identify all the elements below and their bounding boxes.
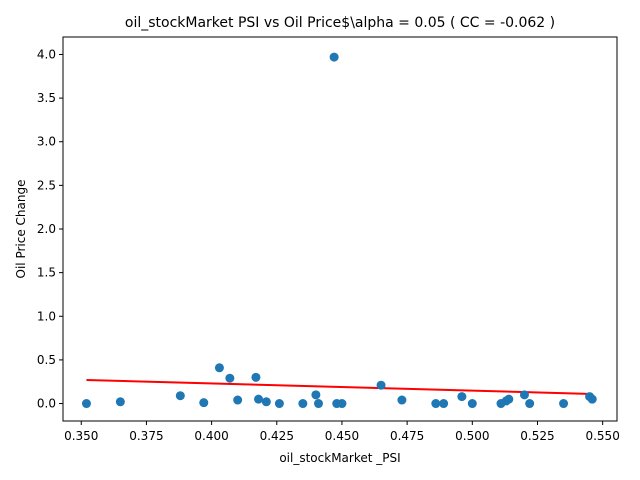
y-tick-label: 2.0 — [37, 222, 56, 236]
data-point — [313, 399, 323, 409]
data-point — [199, 398, 209, 408]
y-tick-label: 1.0 — [37, 309, 56, 323]
data-point — [298, 399, 308, 409]
data-point — [81, 399, 91, 409]
data-point — [439, 399, 449, 409]
x-tick-label: 0.425 — [260, 429, 294, 443]
data-point — [251, 372, 261, 382]
axes: 0.350 0.375 0.400 0.425 0.450 0.475 0.500 0.525… — [37, 36, 620, 443]
x-tick-label: 0.500 — [455, 429, 489, 443]
y-tick-label: 0.5 — [37, 353, 56, 367]
data-point — [311, 390, 321, 400]
data-point — [254, 394, 264, 404]
y-tick-label: 0.0 — [37, 397, 56, 411]
chart-title: oil_stockMarket PSI vs Oil Price$\alpha … — [125, 15, 555, 31]
data-point — [175, 391, 185, 401]
data-point — [274, 399, 284, 409]
data-point — [225, 373, 235, 383]
x-tick-label: 0.525 — [520, 429, 554, 443]
data-point — [457, 392, 467, 402]
data-point — [397, 395, 407, 405]
data-point — [214, 363, 224, 373]
x-tick-label: 0.550 — [585, 429, 619, 443]
x-tick-label: 0.475 — [390, 429, 424, 443]
data-point — [431, 399, 441, 409]
data-point — [115, 397, 125, 407]
trend-line — [86, 378, 593, 395]
scatter-points — [81, 52, 597, 409]
data-point — [587, 394, 597, 404]
data-point — [519, 390, 529, 400]
data-point — [261, 397, 271, 407]
data-point — [337, 399, 347, 409]
x-tick-label: 0.350 — [64, 429, 98, 443]
x-tick-label: 0.400 — [194, 429, 228, 443]
x-tick-label: 0.375 — [129, 429, 163, 443]
y-tick-label: 1.5 — [37, 266, 56, 280]
data-point — [504, 394, 514, 404]
data-point — [467, 399, 477, 409]
data-point — [376, 380, 386, 390]
y-tick-label: 2.5 — [37, 178, 56, 192]
y-tick-label: 3.5 — [37, 91, 56, 105]
x-tick-label: 0.450 — [325, 429, 359, 443]
trend-line-group — [86, 378, 593, 395]
y-tick-label: 3.0 — [37, 135, 56, 149]
data-point — [525, 399, 535, 409]
y-axis-label: Oil Price Change — [14, 180, 28, 279]
x-axis-label: oil_stockMarket _PSI — [279, 451, 400, 465]
data-point — [559, 399, 569, 409]
y-tick-label: 4.0 — [37, 47, 56, 61]
data-point — [329, 52, 339, 62]
data-point — [233, 395, 243, 405]
